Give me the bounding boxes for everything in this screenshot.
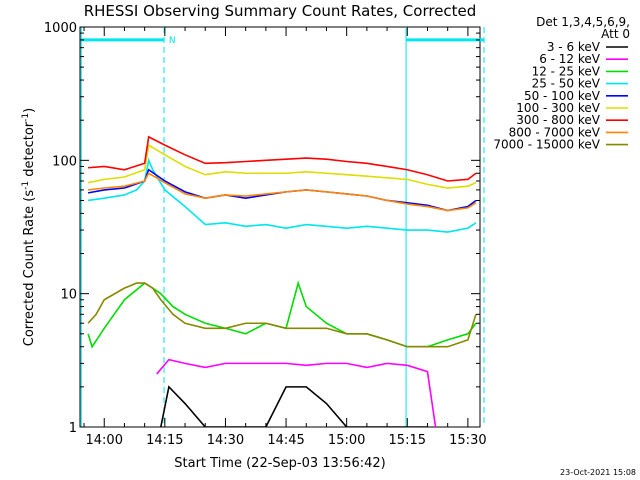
plot-area [79, 26, 481, 428]
x-tick-label: 14:00 [86, 433, 123, 448]
series-line-1 [156, 358, 437, 427]
legend-title-line1: Det 1,3,4,5,6,9, [536, 15, 630, 29]
x-axis-label: Start Time (22-Sep-03 13:56:42) [174, 456, 385, 471]
legend-label: 25 - 50 keV [532, 77, 601, 91]
y-axis-label-sup2: -1 [21, 113, 31, 122]
legend-label: 300 - 800 keV [516, 113, 600, 127]
y-tick-label: 100 [52, 154, 77, 169]
legend-label: 12 - 25 keV [532, 64, 601, 78]
y-axis-label: Corrected Count Rate (s-1 detector-1) [21, 108, 37, 346]
x-tick-label: 14:30 [207, 433, 244, 448]
annotation-layer: N [80, 27, 485, 427]
x-tick-label: 14:45 [267, 433, 304, 448]
series-line-6 [88, 135, 477, 182]
y-axis-label-part3: ) [22, 108, 37, 113]
series-line-4 [87, 168, 477, 212]
series-line-5 [87, 143, 477, 189]
footer-timestamp: 23-Oct-2021 15:08 [560, 468, 636, 477]
x-tick-label: 15:00 [328, 433, 365, 448]
x-tick-label: 15:30 [449, 433, 486, 448]
legend-label: 7000 - 15000 keV [493, 138, 600, 152]
series-line-8 [87, 282, 477, 348]
x-tick-label: 15:15 [389, 433, 426, 448]
series-layer [87, 135, 477, 427]
chart-title: RHESSI Observing Summary Count Rates, Co… [84, 2, 477, 20]
plot-frame [79, 26, 481, 428]
series-line-7 [87, 172, 477, 212]
y-axis-label-part2: detector [22, 121, 37, 181]
legend-label: 100 - 300 keV [516, 101, 600, 115]
interval-flag-label: N [169, 36, 176, 46]
legend-label: 6 - 12 keV [539, 52, 601, 66]
series-line-0 [160, 385, 428, 427]
series-line-3 [87, 157, 477, 233]
axis-layer: 14:00 14:15 14:30 14:45 15:00 15:15 15:30 1 10 10… [44, 21, 487, 448]
y-tick-label: 10 [60, 288, 77, 303]
legend-label: 3 - 6 keV [547, 40, 601, 54]
y-axis-label-sup1: -1 [21, 181, 31, 190]
y-tick-label: 1000 [44, 21, 77, 36]
x-tick-label: 14:15 [146, 433, 183, 448]
series-line-2 [87, 280, 477, 349]
legend-label: 800 - 7000 keV [509, 125, 601, 139]
legend-title-line2: Att 0 [601, 27, 630, 41]
legend-label: 50 - 100 keV [524, 89, 601, 103]
y-tick-label: 1 [69, 421, 77, 436]
y-axis-label-part1: Corrected Count Rate (s [22, 190, 37, 347]
